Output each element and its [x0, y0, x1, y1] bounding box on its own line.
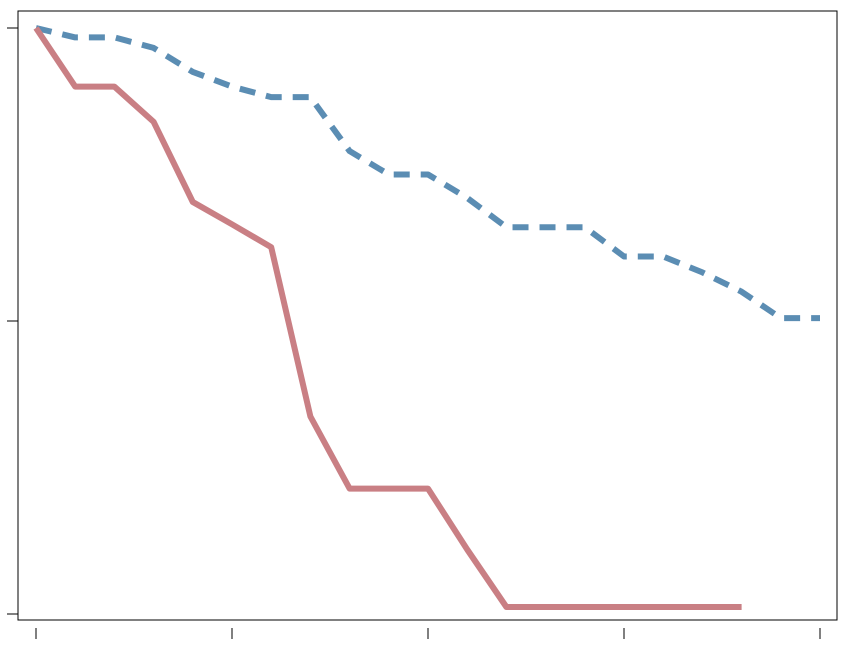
axes — [7, 27, 821, 639]
plot-frame — [17, 10, 838, 621]
series-layer — [33, 25, 820, 610]
series-line-1 — [33, 26, 742, 610]
series-line-0 — [35, 25, 820, 322]
